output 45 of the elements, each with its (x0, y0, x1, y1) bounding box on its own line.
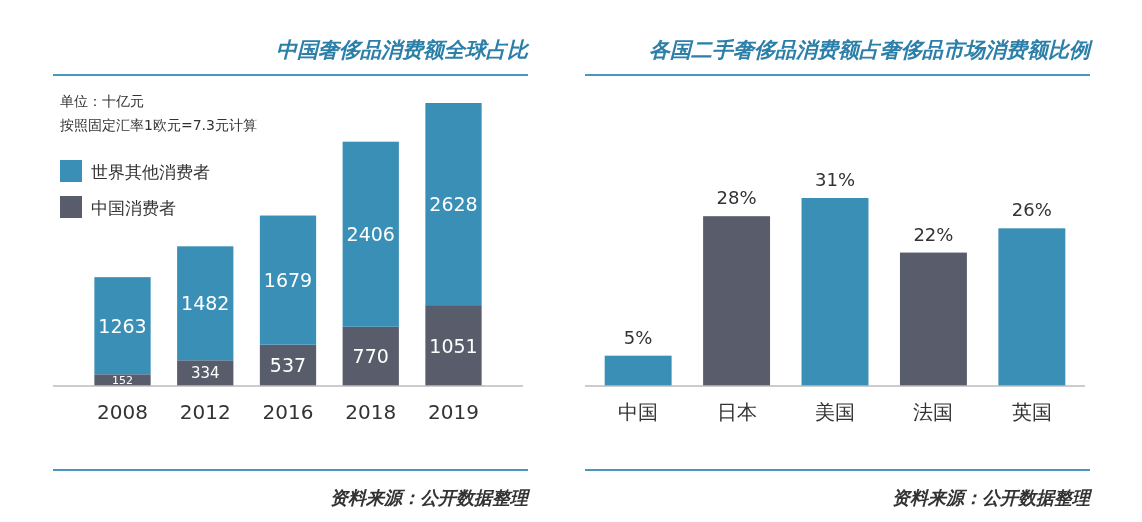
x-tick-label: 2019 (428, 400, 479, 424)
legend-label: 世界其他消费者 (91, 162, 210, 182)
data-label: 537 (269, 354, 307, 377)
bar (259, 215, 317, 345)
data-label: 770 (352, 345, 389, 368)
bar (425, 305, 482, 386)
data-label: 2406 (346, 223, 395, 246)
x-tick-label: 英国 (1011, 400, 1052, 424)
bar (94, 277, 151, 375)
data-label: 2628 (429, 193, 478, 216)
annotation: 按照固定汇率1欧元=7.3元计算 (60, 117, 257, 133)
bar (342, 326, 399, 386)
text: 资料来源：公开数据整理 (892, 487, 1093, 508)
bar (342, 141, 399, 327)
data-label: 31% (814, 169, 856, 190)
x-tick-label: 中国 (618, 400, 659, 424)
chart-title: 中国奢侈品消费额全球占比 (276, 38, 530, 62)
data-label: 334 (190, 364, 220, 383)
bar (801, 198, 869, 386)
text: 资料来源：公开数据整理 (330, 487, 531, 508)
data-label: 1679 (263, 269, 313, 292)
x-tick-label: 2018 (345, 400, 397, 424)
bar (703, 216, 771, 386)
x-tick-label: 美国 (815, 400, 855, 424)
data-label: 1482 (181, 292, 230, 315)
x-tick-label: 法国 (913, 400, 954, 424)
data-label: 22% (913, 223, 954, 245)
bar (604, 355, 672, 386)
data-label: 152 (112, 373, 134, 387)
x-tick-label: 2012 (179, 400, 231, 424)
bar (998, 228, 1066, 386)
x-tick-label: 日本 (716, 400, 757, 424)
chart-title: 各国二手奢侈品消费额占奢侈品市场消费额比例 (649, 38, 1093, 62)
legend-label: 中国消费者 (91, 198, 176, 218)
x-tick-label: 2008 (97, 400, 148, 424)
data-label: 26% (1011, 199, 1052, 221)
data-label: 1051 (429, 334, 478, 357)
data-label: 5% (623, 326, 653, 348)
annotation: 单位：十亿元 (60, 93, 144, 109)
x-tick-label: 2016 (262, 400, 314, 424)
data-label: 28% (716, 187, 757, 209)
bar (899, 252, 967, 386)
bar (177, 246, 234, 361)
data-label: 1263 (98, 314, 147, 337)
bar (425, 103, 482, 306)
